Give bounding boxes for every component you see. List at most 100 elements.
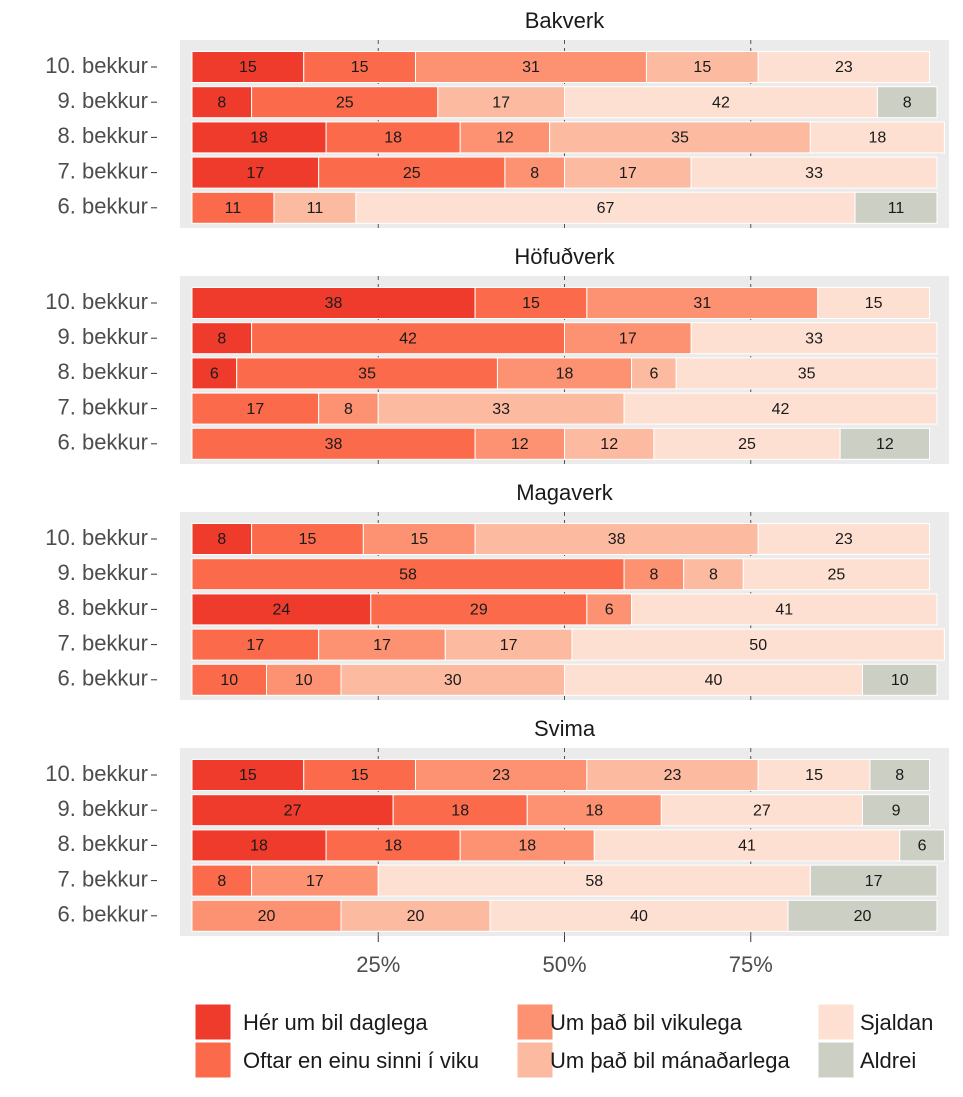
bar-segment — [459, 121, 551, 154]
data-label: 8 — [903, 94, 912, 111]
bar-segment — [191, 759, 305, 791]
data-label: 11 — [225, 200, 242, 217]
data-label: 42 — [712, 94, 730, 111]
bar-segment — [653, 427, 841, 460]
bar-segment — [899, 829, 945, 862]
bar-segment — [251, 86, 439, 119]
data-label: 23 — [664, 767, 682, 784]
data-label: 10 — [220, 672, 238, 689]
bar-segment — [191, 357, 238, 390]
data-label: 25 — [828, 566, 846, 583]
data-label: 6 — [918, 838, 927, 855]
bar-segment — [191, 558, 625, 591]
data-label: 58 — [399, 566, 417, 583]
bar-segment — [564, 322, 692, 355]
data-label: 15 — [299, 531, 317, 548]
bar-segment — [862, 794, 931, 827]
y-tick-label: 9. bekkur — [58, 796, 149, 821]
y-tick-label: 8. bekkur — [58, 595, 149, 620]
data-label: 15 — [865, 295, 883, 312]
data-label: 41 — [738, 838, 756, 855]
data-label: 8 — [217, 330, 226, 347]
bar-segment — [191, 523, 253, 555]
data-label: 25 — [738, 436, 756, 453]
bar-segment — [586, 759, 759, 791]
data-label: 6 — [605, 602, 614, 619]
data-label: 17 — [246, 401, 264, 418]
bar-segment — [273, 191, 357, 224]
bar-segment — [191, 864, 253, 897]
data-label: 23 — [492, 767, 510, 784]
bar-segment — [415, 759, 588, 791]
bar-segment — [191, 121, 327, 154]
data-label: 42 — [772, 401, 790, 418]
data-label: 31 — [693, 295, 711, 312]
data-label: 17 — [492, 94, 510, 111]
data-label: 33 — [805, 330, 823, 347]
bar-segment — [675, 357, 938, 390]
data-label: 6 — [649, 366, 658, 383]
data-label: 17 — [246, 165, 264, 182]
data-label: 17 — [500, 637, 518, 654]
data-label: 67 — [597, 200, 615, 217]
data-label: 35 — [358, 366, 376, 383]
bar-segment — [318, 628, 446, 661]
data-label: 35 — [671, 130, 689, 147]
data-label: 17 — [306, 873, 324, 890]
data-label: 12 — [876, 436, 894, 453]
bar-segment — [817, 287, 931, 319]
data-label: 18 — [384, 130, 402, 147]
data-label: 8 — [217, 94, 226, 111]
y-tick-label: 6. bekkur — [58, 430, 149, 455]
y-tick-label: 10. bekkur — [45, 761, 148, 786]
facet-title: Svima — [534, 716, 596, 741]
bar-segment — [474, 523, 759, 555]
data-label: 10 — [891, 672, 909, 689]
data-label: 50 — [749, 637, 767, 654]
bar-segment — [370, 593, 588, 626]
bar-segment — [191, 663, 267, 696]
bar-segment — [355, 191, 856, 224]
data-label: 18 — [384, 838, 402, 855]
bar-segment — [586, 287, 819, 319]
bar-segment — [318, 156, 506, 189]
bar-segment — [392, 794, 528, 827]
bar-segment — [683, 558, 744, 591]
bar-segment — [474, 287, 588, 319]
y-tick-label: 9. bekkur — [58, 88, 149, 113]
data-label: 17 — [865, 873, 883, 890]
bar-segment — [631, 593, 938, 626]
bar-segment — [362, 523, 476, 555]
data-label: 18 — [585, 802, 603, 819]
data-label: 18 — [556, 366, 574, 383]
data-label: 38 — [325, 295, 343, 312]
data-label: 8 — [344, 401, 353, 418]
legend-key — [194, 1041, 232, 1079]
data-label: 18 — [250, 130, 268, 147]
bar-segment — [839, 427, 931, 460]
x-tick-label: 50% — [542, 952, 586, 977]
y-tick-label: 6. bekkur — [58, 666, 149, 691]
legend-key — [817, 1041, 855, 1079]
data-label: 18 — [250, 838, 268, 855]
bar-segment — [593, 829, 901, 862]
data-label: 15 — [239, 59, 257, 76]
data-label: 35 — [798, 366, 816, 383]
data-label: 25 — [336, 94, 354, 111]
bar-segment — [191, 593, 372, 626]
data-label: 17 — [373, 637, 391, 654]
bar-segment — [690, 322, 938, 355]
bar-segment — [377, 864, 811, 897]
data-label: 6 — [210, 366, 219, 383]
data-label: 20 — [258, 908, 276, 925]
data-label: 27 — [284, 802, 302, 819]
legend-key — [817, 1003, 855, 1041]
data-label: 31 — [522, 59, 540, 76]
bar-segment — [586, 593, 633, 626]
bar-segment — [191, 427, 476, 460]
bar-segment — [660, 794, 863, 827]
data-label: 8 — [709, 566, 718, 583]
bar-segment — [191, 794, 394, 827]
data-label: 17 — [619, 330, 637, 347]
